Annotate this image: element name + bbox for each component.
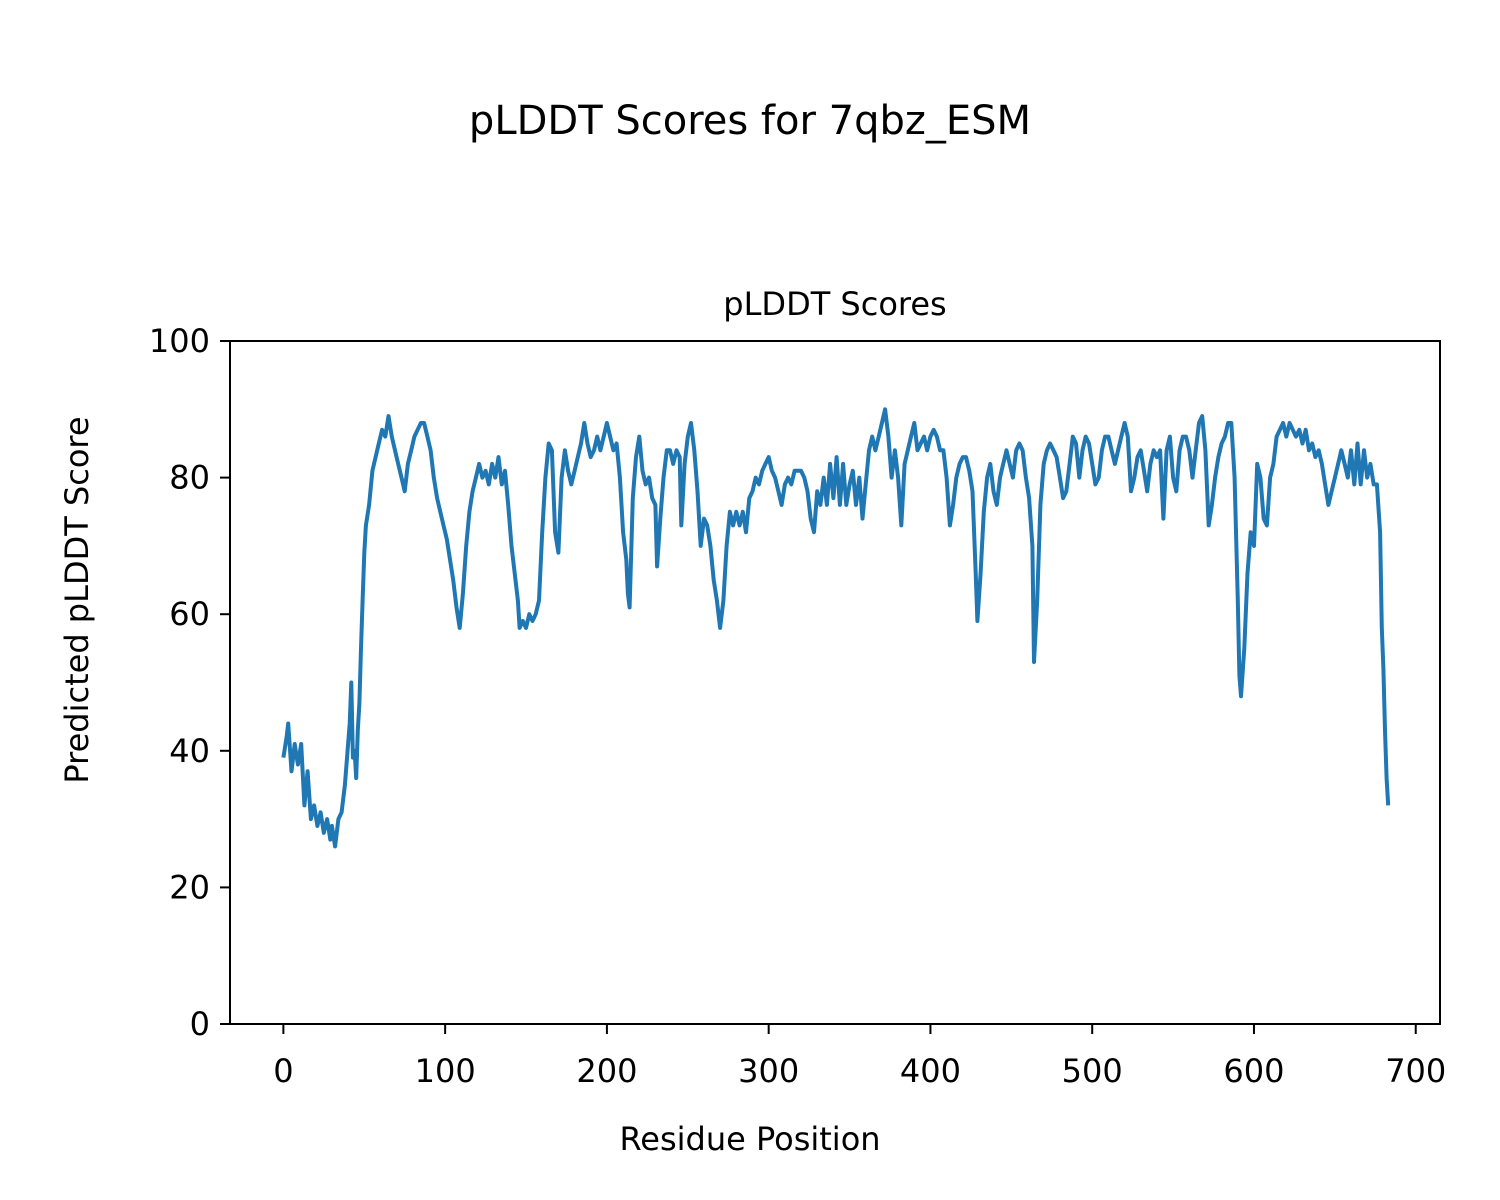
figure-suptitle: pLDDT Scores for 7qbz_ESM [469, 98, 1031, 144]
y-tick-label: 40 [169, 732, 210, 770]
axes-frame [229, 340, 1441, 1025]
y-axis-label: Predicted pLDDT Score [58, 416, 96, 783]
plot-area [229, 340, 1441, 1025]
x-tick-label: 200 [576, 1052, 637, 1090]
x-tick-label: 300 [738, 1052, 799, 1090]
x-tick-label: 0 [273, 1052, 293, 1090]
y-tick-label: 100 [149, 322, 210, 360]
x-tick-label: 500 [1062, 1052, 1123, 1090]
x-tick-label: 700 [1385, 1052, 1446, 1090]
x-tick-label: 100 [415, 1052, 476, 1090]
x-axis-label: Residue Position [619, 1120, 880, 1158]
y-axis: 0 20 40 60 80 100 [149, 322, 230, 1043]
y-tick-label: 60 [169, 595, 210, 633]
x-tick-label: 400 [900, 1052, 961, 1090]
series-line [281, 407, 1391, 849]
y-tick-label: 20 [169, 868, 210, 906]
axes-title: pLDDT Scores [723, 285, 946, 323]
x-tick-label: 600 [1223, 1052, 1284, 1090]
y-tick-label: 0 [190, 1005, 210, 1043]
x-axis: 0 100 200 300 400 500 600 700 [273, 1024, 1446, 1090]
y-tick-label: 80 [169, 459, 210, 497]
